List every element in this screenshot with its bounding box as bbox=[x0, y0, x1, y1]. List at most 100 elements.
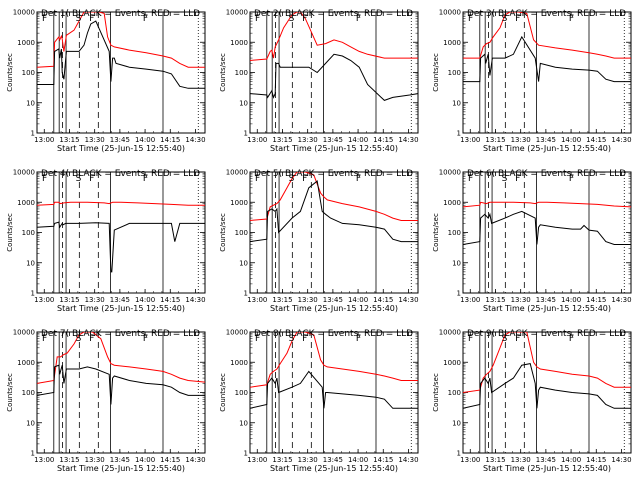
panel-title: Det 9( BLACK = Events, RED = LLD bbox=[467, 329, 626, 339]
lld-series-line bbox=[463, 12, 631, 59]
x-tick-label: 13:30 bbox=[85, 296, 105, 304]
x-tick-label: 14:30 bbox=[185, 296, 205, 304]
x-tick-label: 14:30 bbox=[398, 296, 418, 304]
region-marker: F bbox=[255, 14, 260, 24]
x-tick-label: 14:00 bbox=[135, 456, 155, 464]
x-tick-label: 14:00 bbox=[348, 136, 368, 144]
y-tick-label: 10000 bbox=[226, 9, 248, 17]
x-tick-label: 14:30 bbox=[185, 136, 205, 144]
y-tick-label: 1000 bbox=[443, 39, 461, 47]
x-tick-label: 14:30 bbox=[398, 456, 418, 464]
panel-9: 13:00 13:15 13:30 13:45 14:00 14:15 14:30 1 10 10… bbox=[432, 329, 632, 474]
region-marker: F bbox=[569, 174, 574, 184]
panel-title: Det 3( BLACK = Events, RED = LLD bbox=[467, 9, 626, 19]
region-marker: F bbox=[356, 174, 361, 184]
series-group bbox=[37, 12, 205, 89]
region-marker: S bbox=[502, 174, 508, 184]
x-axis-label: Start Time (25-Jun-15 12:55:40) bbox=[57, 464, 185, 473]
x-tick-label: 13:15 bbox=[59, 136, 79, 144]
x-tick-label: 13:00 bbox=[460, 136, 480, 144]
series-group bbox=[250, 12, 418, 101]
region-marker: S bbox=[289, 14, 295, 24]
lld-series-line bbox=[37, 12, 205, 68]
x-tick-label: 13:30 bbox=[85, 456, 105, 464]
y-tick-label: 1 bbox=[244, 290, 248, 298]
x-tick-label: 14:15 bbox=[160, 136, 180, 144]
x-tick-label: 13:15 bbox=[485, 136, 505, 144]
y-tick-label: 1000 bbox=[230, 359, 248, 367]
region-marker: F bbox=[143, 334, 148, 344]
region-lines bbox=[53, 332, 199, 453]
y-tick-label: 10 bbox=[26, 259, 35, 267]
x-tick-label: 13:45 bbox=[110, 136, 130, 144]
y-tick-label: 1 bbox=[244, 130, 248, 138]
y-axis-label: Counts/sec bbox=[219, 53, 227, 92]
region-marker: S bbox=[502, 334, 508, 344]
panel-1: 13:00 13:15 13:30 13:45 14:00 14:15 14:30 1 10 10… bbox=[6, 9, 206, 154]
region-marker: S bbox=[289, 174, 295, 184]
y-tick-label: 10000 bbox=[439, 169, 461, 177]
x-axis-label: Start Time (25-Jun-15 12:55:40) bbox=[57, 144, 185, 153]
x-tick-label: 14:15 bbox=[373, 136, 393, 144]
panel-6: 13:00 13:15 13:30 13:45 14:00 14:15 14:30 1 10 10… bbox=[432, 169, 632, 314]
y-tick-label: 1000 bbox=[230, 39, 248, 47]
y-tick-label: 10 bbox=[26, 419, 35, 427]
events-series-line bbox=[250, 370, 418, 409]
panel-2: 13:00 13:15 13:30 13:45 14:00 14:15 14:30 1 10 10… bbox=[219, 9, 419, 154]
x-tick-label: 14:30 bbox=[611, 456, 631, 464]
region-marker: F bbox=[42, 334, 47, 344]
y-tick-label: 1 bbox=[31, 130, 35, 138]
lld-series-line bbox=[250, 12, 418, 61]
y-tick-label: 10000 bbox=[226, 169, 248, 177]
x-axis-label: Start Time (25-Jun-15 12:55:40) bbox=[483, 144, 611, 153]
region-marker: F bbox=[302, 334, 307, 344]
x-tick-label: 14:00 bbox=[561, 136, 581, 144]
y-axis-label: Counts/sec bbox=[219, 213, 227, 252]
x-tick-label: 13:15 bbox=[59, 296, 79, 304]
region-marker: F bbox=[468, 14, 473, 24]
x-tick-label: 13:45 bbox=[536, 296, 556, 304]
region-marker: F bbox=[468, 334, 473, 344]
y-tick-label: 1 bbox=[31, 450, 35, 458]
events-series-line bbox=[37, 221, 205, 273]
x-tick-label: 13:00 bbox=[34, 456, 54, 464]
x-tick-label: 14:00 bbox=[561, 456, 581, 464]
x-tick-label: 13:15 bbox=[485, 296, 505, 304]
x-tick-label: 14:00 bbox=[135, 296, 155, 304]
y-tick-label: 100 bbox=[235, 229, 248, 237]
y-tick-label: 10000 bbox=[226, 329, 248, 337]
series-group bbox=[37, 201, 205, 273]
region-marker: F bbox=[569, 14, 574, 24]
x-tick-label: 13:00 bbox=[247, 456, 267, 464]
x-tick-label: 14:00 bbox=[348, 296, 368, 304]
x-tick-label: 14:30 bbox=[611, 136, 631, 144]
x-tick-label: 13:15 bbox=[59, 456, 79, 464]
region-marker: S bbox=[76, 174, 82, 184]
y-axis-label: Counts/sec bbox=[6, 213, 14, 252]
x-axis-label: Start Time (25-Jun-15 12:55:40) bbox=[270, 464, 398, 473]
x-tick-label: 14:15 bbox=[373, 456, 393, 464]
x-tick-label: 14:15 bbox=[586, 296, 606, 304]
region-lines bbox=[479, 12, 625, 133]
panel-title: Det 8( BLACK = Events, RED = LLD bbox=[254, 329, 413, 339]
y-tick-label: 10000 bbox=[439, 9, 461, 17]
region-marker: F bbox=[143, 174, 148, 184]
y-tick-label: 1000 bbox=[17, 199, 35, 207]
x-tick-label: 13:00 bbox=[460, 456, 480, 464]
y-tick-label: 1 bbox=[244, 450, 248, 458]
y-tick-label: 10 bbox=[452, 419, 461, 427]
y-tick-label: 10 bbox=[452, 99, 461, 107]
x-tick-label: 13:15 bbox=[272, 136, 292, 144]
x-tick-label: 13:45 bbox=[323, 456, 343, 464]
x-tick-label: 13:30 bbox=[298, 456, 318, 464]
y-tick-label: 10 bbox=[239, 99, 248, 107]
y-tick-label: 100 bbox=[448, 229, 461, 237]
x-tick-label: 13:45 bbox=[323, 136, 343, 144]
y-tick-label: 1000 bbox=[443, 359, 461, 367]
x-tick-label: 13:30 bbox=[85, 136, 105, 144]
events-series-line bbox=[463, 35, 631, 83]
x-tick-label: 14:00 bbox=[135, 136, 155, 144]
events-series-line bbox=[463, 210, 631, 245]
region-lines bbox=[266, 12, 412, 133]
